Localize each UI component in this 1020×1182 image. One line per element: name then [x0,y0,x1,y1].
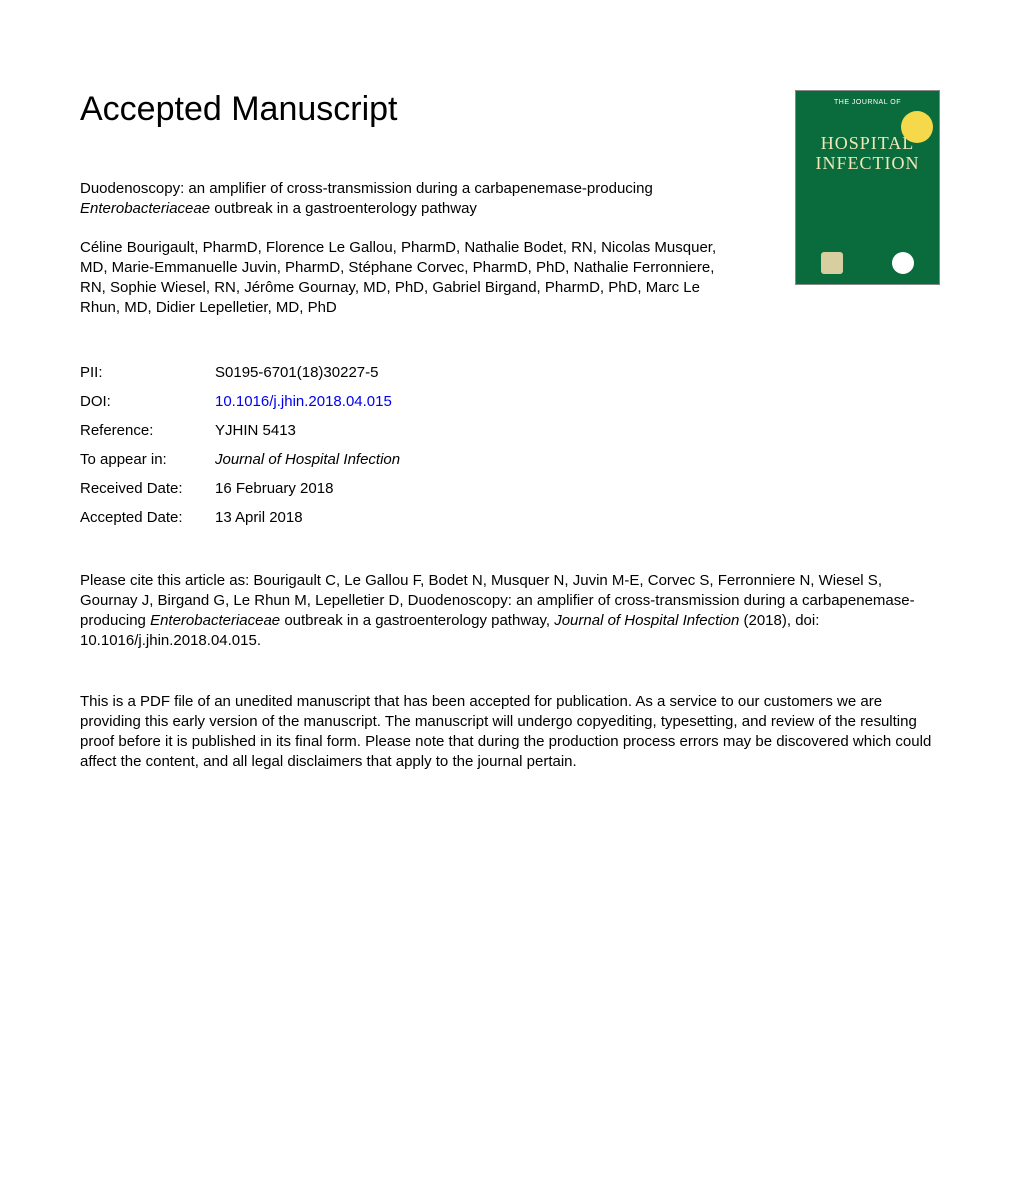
received-value: 16 February 2018 [215,480,333,497]
reference-label: Reference: [80,422,215,439]
appear-label: To appear in: [80,451,215,468]
cover-title-line1: HOSPITAL [821,133,915,153]
meta-row-doi: DOI: 10.1016/j.jhin.2018.04.015 [80,393,940,410]
appear-value: Journal of Hospital Infection [215,451,400,468]
article-title-post: outbreak in a gastroenterology pathway [210,200,477,217]
accepted-value: 13 April 2018 [215,509,303,526]
meta-row-pii: PII: S0195-6701(18)30227-5 [80,364,940,381]
cover-badge-icon [901,111,933,143]
doi-link[interactable]: 10.1016/j.jhin.2018.04.015 [215,393,392,410]
disclaimer-text: This is a PDF file of an unedited manusc… [80,692,940,773]
meta-row-appear: To appear in: Journal of Hospital Infect… [80,451,940,468]
meta-row-reference: Reference: YJHIN 5413 [80,422,940,439]
article-title: Duodenoscopy: an amplifier of cross-tran… [80,179,720,220]
publisher-logo-icon [821,252,843,274]
cover-title-line2: INFECTION [816,153,920,173]
meta-row-accepted: Accepted Date: 13 April 2018 [80,509,940,526]
journal-cover-thumbnail: THE JOURNAL OF HOSPITAL INFECTION [795,90,940,285]
citation-italic1: Enterobacteriaceae [150,612,280,629]
meta-row-received: Received Date: 16 February 2018 [80,480,940,497]
citation-mid: outbreak in a gastroenterology pathway, [280,612,554,629]
cover-supertitle: THE JOURNAL OF [834,99,901,106]
reference-value: YJHIN 5413 [215,422,296,439]
article-title-italic: Enterobacteriaceae [80,200,210,217]
received-label: Received Date: [80,480,215,497]
cover-footer-logos [796,252,939,274]
citation-text: Please cite this article as: Bourigault … [80,571,940,652]
cover-title: HOSPITAL INFECTION [816,134,920,174]
metadata-section: PII: S0195-6701(18)30227-5 DOI: 10.1016/… [80,364,940,526]
doi-label: DOI: [80,393,215,410]
pii-label: PII: [80,364,215,381]
article-title-pre: Duodenoscopy: an amplifier of cross-tran… [80,180,653,197]
society-logo-icon [892,252,914,274]
accepted-label: Accepted Date: [80,509,215,526]
citation-italic2: Journal of Hospital Infection [554,612,739,629]
pii-value: S0195-6701(18)30227-5 [215,364,378,381]
author-list: Céline Bourigault, PharmD, Florence Le G… [80,238,740,319]
